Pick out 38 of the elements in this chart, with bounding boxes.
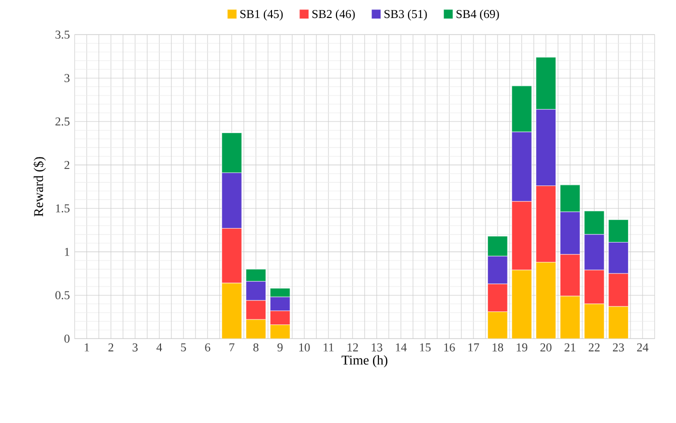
y-tick-label: 2 (64, 161, 70, 170)
x-tick-label: 21 (564, 344, 576, 352)
x-tick-label: 17 (468, 344, 480, 352)
x-tick-label: 8 (253, 344, 258, 352)
x-tick-label: 24 (637, 344, 648, 352)
x-tick-label: 13 (372, 344, 382, 352)
x-tick-label: 10 (299, 344, 310, 352)
x-tick-label: 6 (205, 344, 210, 352)
x-tick-label: 7 (230, 344, 234, 352)
x-tick-label: 14 (396, 344, 407, 352)
x-tick-label: 3 (132, 344, 138, 352)
y-tick-label: 2.5 (55, 118, 70, 126)
y-tick-label: 3.5 (56, 30, 70, 39)
y-tick-label: 3 (64, 74, 70, 82)
x-axis-title: Time (h) (342, 355, 388, 368)
legend-label: SB3 (51) (384, 10, 427, 21)
legend-label: SB1 (45) (240, 10, 283, 21)
x-tick-label: 22 (588, 344, 600, 352)
x-tick-label: 12 (348, 344, 358, 352)
y-tick-label: 0.5 (55, 291, 70, 300)
x-tick-label: 15 (420, 344, 431, 352)
y-axis-title: Reward ($) (33, 157, 46, 217)
x-tick-label: 18 (492, 344, 504, 352)
legend-label: SB4 (69) (456, 10, 499, 21)
x-tick-label: 11 (324, 344, 334, 352)
x-tick-label: 4 (156, 344, 162, 352)
x-tick-label: 2 (108, 344, 114, 352)
legend-label: SB2 (46) (312, 10, 355, 21)
y-tick-label: 1.5 (56, 204, 70, 213)
x-tick-label: 23 (612, 344, 624, 352)
x-tick-label: 5 (181, 344, 186, 352)
y-tick-label: 0 (64, 334, 70, 343)
x-tick-label: 20 (540, 344, 552, 352)
x-tick-label: 19 (516, 344, 528, 352)
x-tick-label: 16 (444, 344, 455, 352)
y-tick-label: 1 (65, 248, 70, 256)
x-tick-label: 1 (84, 344, 90, 352)
x-tick-label: 9 (277, 344, 283, 352)
